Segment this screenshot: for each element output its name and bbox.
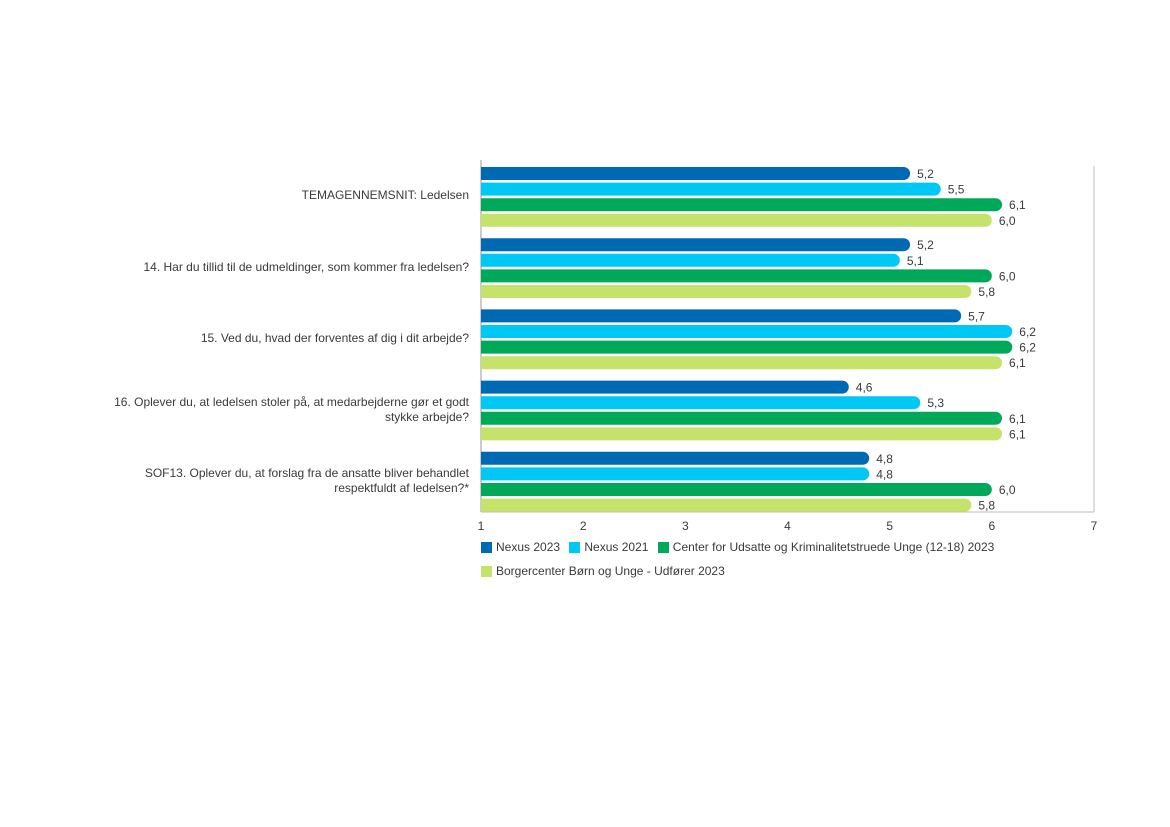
data-label: 5,2 — [917, 167, 934, 181]
data-label: 6,1 — [1009, 427, 1026, 441]
x-tick-label: 2 — [580, 519, 587, 533]
bar — [481, 498, 972, 512]
legend-swatch — [481, 565, 492, 577]
data-label: 4,6 — [856, 381, 873, 395]
bar — [481, 182, 941, 196]
legend-swatch — [657, 541, 669, 553]
legend-label: Center for Udsatte og Kriminalitetstrued… — [672, 540, 995, 554]
data-label: 6,2 — [1019, 325, 1036, 339]
data-label: 6,0 — [999, 483, 1016, 497]
data-label: 5,8 — [978, 499, 995, 513]
category-label-line: 14. Har du tillid til de udmeldinger, so… — [143, 259, 470, 274]
bar — [481, 238, 911, 252]
category-label: 14. Har du tillid til de udmeldinger, so… — [49, 259, 470, 275]
legend: Nexus 2023 Nexus 2021 Center for Udsatte… — [481, 539, 1081, 578]
bar — [481, 411, 1003, 425]
data-label: 6,0 — [999, 214, 1016, 228]
data-label: 5,8 — [978, 285, 995, 299]
bar — [481, 167, 911, 180]
data-label: 6,1 — [1009, 412, 1026, 426]
legend-item-nexus-2023: Nexus 2023 — [481, 539, 560, 555]
bar — [481, 269, 992, 283]
data-label: 6,0 — [999, 269, 1016, 283]
category-label-line: stykke arbejde? — [384, 409, 469, 424]
legend-label: Nexus 2023 — [496, 540, 561, 554]
bar — [481, 451, 870, 465]
bar — [481, 396, 921, 410]
data-label: 5,2 — [917, 238, 934, 252]
data-label: 4,8 — [876, 452, 893, 466]
legend-item-nexus-2021: Nexus 2021 — [569, 539, 648, 555]
data-label: 5,7 — [968, 309, 985, 323]
legend-swatch — [481, 541, 492, 553]
legend-item-center: Center for Udsatte og Kriminalitetstrued… — [657, 539, 995, 555]
legend-swatch — [569, 541, 581, 553]
bar — [481, 483, 992, 496]
category-label: TEMAGENNEMSNIT: Ledelsen — [49, 188, 469, 203]
bar — [481, 309, 962, 323]
category-label: 15. Ved du, hvad der forventes af dig i … — [49, 331, 469, 346]
bar — [481, 467, 870, 481]
x-tick-label: 3 — [682, 519, 689, 533]
bar — [481, 198, 1003, 212]
data-label: 5,5 — [948, 183, 965, 197]
x-tick-label: 6 — [988, 519, 995, 533]
data-label: 6,1 — [1009, 198, 1026, 212]
bar — [481, 427, 1003, 441]
category-label: SOF13. Oplever du, at forslag fra de ans… — [49, 466, 469, 496]
category-label-line: respektfuldt af ledelsen?* — [334, 480, 469, 495]
x-tick-label: 7 — [1091, 519, 1098, 533]
bar — [481, 325, 1013, 338]
bar — [481, 253, 900, 267]
category-label-line: 15. Ved du, hvad der forventes af dig i … — [200, 330, 469, 345]
data-label: 5,3 — [927, 396, 944, 410]
legend-label: Nexus 2021 — [584, 540, 649, 554]
data-label: 6,1 — [1009, 356, 1026, 370]
bar — [481, 380, 849, 394]
category-label-line: TEMAGENNEMSNIT: Ledelsen — [301, 188, 469, 203]
data-label: 4,8 — [876, 467, 893, 481]
category-label: 16. Oplever du, at ledelsen stoler på, a… — [49, 395, 469, 425]
x-tick-label: 5 — [886, 519, 893, 533]
bar — [481, 340, 1013, 354]
category-label-line: SOF13. Oplever du, at forslag fra de ans… — [144, 465, 469, 480]
data-label: 6,2 — [1019, 341, 1036, 355]
legend-item-borgercenter: Borgercenter Børn og Unge - Udfører 2023 — [481, 563, 725, 579]
bar — [481, 213, 992, 227]
category-label-line: 16. Oplever du, at ledelsen stoler på, a… — [114, 394, 469, 409]
bar — [481, 356, 1003, 370]
x-tick-label: 4 — [784, 519, 791, 533]
legend-label: Borgercenter Børn og Unge - Udfører 2023 — [496, 564, 725, 578]
data-label: 5,1 — [907, 254, 924, 268]
bar — [481, 285, 972, 298]
x-tick-label: 1 — [478, 519, 485, 533]
